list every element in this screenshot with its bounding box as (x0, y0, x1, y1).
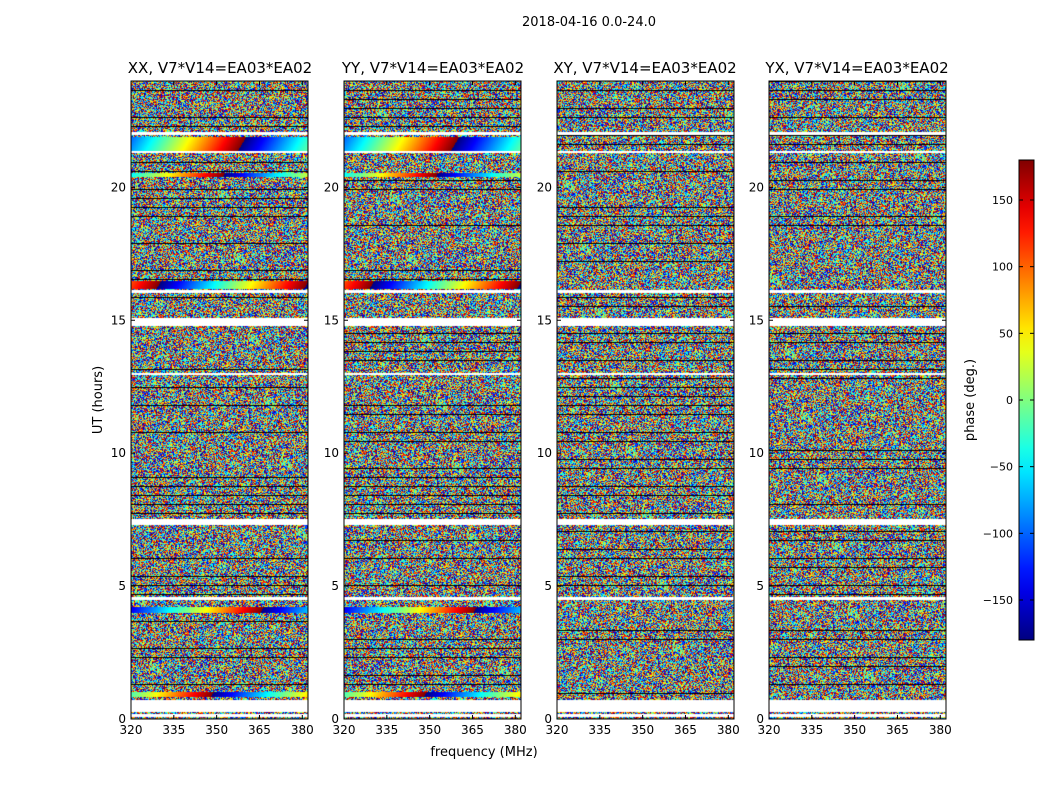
plot-frame (130, 80, 309, 720)
colorbar: −150 −100 −50 0 50 100 150 (983, 159, 1035, 641)
y-tick-label: 10 (111, 446, 126, 460)
x-tick-label: 335 (800, 723, 823, 737)
panel-yy: YY, V7*V14=EA03*EA02 320 335 350 365 380 0 5 10 1… (324, 59, 527, 737)
x-tick-label: 320 (546, 723, 569, 737)
y-tick-label: 15 (324, 313, 339, 327)
x-tick-label: 380 (717, 723, 740, 737)
x-tick-label: 365 (886, 723, 909, 737)
x-tick-label: 350 (843, 723, 866, 737)
y-tick-label: 5 (331, 579, 339, 593)
plot-frame (343, 80, 522, 720)
y-tick-label: 15 (749, 313, 764, 327)
x-tick-label: 335 (162, 723, 185, 737)
y-tick-label: 0 (118, 712, 126, 726)
y-tick-label: 5 (118, 579, 126, 593)
colorbar-tick-label: −50 (990, 461, 1013, 474)
x-tick-label: 320 (120, 723, 143, 737)
panel-title: YX, V7*V14=EA03*EA02 (764, 59, 948, 77)
x-tick-label: 320 (758, 723, 781, 737)
plot-frame (556, 80, 735, 720)
figure-suptitle: 2018-04-16 0.0-24.0 (522, 15, 656, 30)
y-tick-label: 20 (537, 180, 552, 194)
colorbar-tick-label: 50 (999, 327, 1013, 340)
y-tick-label: 20 (111, 180, 126, 194)
y-tick-label: 10 (324, 446, 339, 460)
x-tick-label: 350 (418, 723, 441, 737)
y-tick-label: 20 (324, 180, 339, 194)
colorbar-tick-label: −150 (983, 594, 1013, 607)
colorbar-tick-label: −100 (983, 527, 1013, 540)
x-tick-label: 335 (588, 723, 611, 737)
panel-xy: XY, V7*V14=EA03*EA02 320 335 350 365 380 0 5 10 1… (537, 59, 740, 737)
x-tick-label: 365 (461, 723, 484, 737)
panel-xx: XX, V7*V14=EA03*EA02 320 335 350 365 380 0 5 10 1… (111, 59, 314, 737)
y-tick-label: 0 (331, 712, 339, 726)
panel-title: XY, V7*V14=EA03*EA02 (553, 59, 736, 77)
panel-yx: YX, V7*V14=EA03*EA02 320 335 350 365 380 0 5 10 1… (749, 59, 952, 737)
x-tick-label: 380 (929, 723, 952, 737)
y-tick-label: 5 (756, 579, 764, 593)
phase-heatmap (769, 81, 946, 719)
x-tick-label: 350 (205, 723, 228, 737)
x-axis-label: frequency (MHz) (430, 745, 537, 760)
y-tick-label: 15 (111, 313, 126, 327)
y-axis-label: UT (hours) (91, 366, 106, 434)
x-tick-label: 380 (291, 723, 314, 737)
colorbar-tick-label: 150 (992, 194, 1013, 207)
plot-frame (768, 80, 947, 720)
y-tick-label: 20 (749, 180, 764, 194)
x-tick-label: 320 (333, 723, 356, 737)
x-tick-label: 350 (631, 723, 654, 737)
y-tick-label: 10 (749, 446, 764, 460)
y-tick-label: 10 (537, 446, 552, 460)
phase-heatmap (557, 81, 734, 719)
x-tick-label: 365 (248, 723, 271, 737)
phase-heatmap (344, 81, 521, 719)
colorbar-tick-label: 100 (992, 261, 1013, 274)
colorbar-label: phase (deg.) (963, 359, 978, 441)
x-tick-label: 365 (674, 723, 697, 737)
y-tick-label: 0 (544, 712, 552, 726)
panel-title: YY, V7*V14=EA03*EA02 (341, 59, 524, 77)
panel-title: XX, V7*V14=EA03*EA02 (128, 59, 312, 77)
colorbar-tick-label: 0 (1006, 394, 1013, 407)
y-tick-label: 0 (756, 712, 764, 726)
y-tick-label: 5 (544, 579, 552, 593)
x-tick-label: 335 (375, 723, 398, 737)
x-tick-label: 380 (504, 723, 527, 737)
phase-heatmap (131, 81, 308, 719)
y-tick-label: 15 (537, 313, 552, 327)
